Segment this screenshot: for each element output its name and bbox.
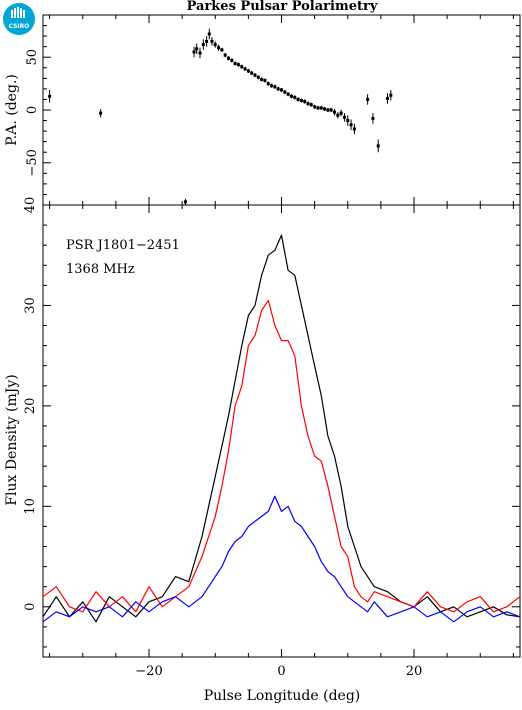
- psr-name-annotation: PSR J1801−2451: [66, 238, 180, 253]
- pa-point: [349, 119, 353, 131]
- csiro-logo-text: CSIRO: [9, 23, 30, 30]
- pa-point: [389, 89, 393, 101]
- pa-point: [346, 115, 350, 126]
- pa-point: [273, 84, 277, 89]
- flux-series-line-1: [42, 299, 521, 613]
- pa-point: [376, 139, 380, 153]
- pa-point: [286, 92, 290, 97]
- flux-series: [42, 234, 521, 623]
- flux-ytick-label: 40: [23, 197, 38, 214]
- pa-point: [306, 101, 310, 106]
- pa-point: [263, 78, 267, 83]
- pa-point: [316, 105, 320, 110]
- pa-point: [233, 61, 237, 66]
- flux-series-line-0: [42, 234, 521, 623]
- pa-point: [220, 47, 224, 52]
- pa-ytick-label: −50: [25, 149, 40, 176]
- pa-data-points: [48, 28, 393, 205]
- flux-axis-ticks: 0 10 20 30 40 −20 0 20: [23, 197, 520, 679]
- pa-point: [230, 58, 234, 63]
- flux-xtick-label: −20: [135, 664, 162, 679]
- pa-point: [256, 75, 260, 80]
- pa-point: [339, 110, 343, 117]
- pa-point: [323, 106, 327, 112]
- pa-point: [299, 98, 303, 103]
- flux-xtick-label: 0: [277, 664, 285, 679]
- flux-xtick-label: 20: [406, 664, 423, 679]
- pa-point: [250, 70, 254, 76]
- pa-point: [266, 81, 270, 86]
- pa-point: [213, 41, 217, 48]
- pa-point: [48, 89, 52, 103]
- pa-ylabel: P.A. (deg.): [4, 74, 20, 146]
- pa-point: [336, 112, 340, 119]
- pa-point: [192, 46, 196, 58]
- pa-point: [253, 73, 257, 78]
- pa-point: [243, 66, 247, 71]
- pa-ytick-label: 0: [25, 106, 40, 114]
- flux-ytick-label: 30: [23, 297, 38, 314]
- pa-point: [342, 113, 346, 122]
- pa-point: [201, 39, 205, 50]
- pa-point: [333, 108, 336, 116]
- pa-point: [283, 89, 287, 95]
- flux-ytick-label: 0: [23, 603, 38, 611]
- frequency-annotation: 1368 MHz: [66, 262, 135, 277]
- pa-point: [195, 43, 199, 55]
- pa-point: [303, 99, 307, 104]
- pa-point: [223, 53, 227, 58]
- pa-point: [183, 198, 187, 205]
- pa-point: [386, 93, 389, 104]
- pa-point: [326, 107, 330, 113]
- pa-panel: −50 0 50 P.A. (deg.): [4, 14, 521, 206]
- pa-point: [313, 104, 317, 109]
- pa-point: [329, 107, 333, 113]
- pa-panel-frame: [42, 14, 521, 206]
- pa-point: [207, 28, 211, 40]
- pa-point: [293, 95, 297, 100]
- pa-point: [270, 83, 274, 88]
- pa-point: [205, 36, 209, 47]
- pa-point: [352, 123, 356, 135]
- pa-point: [371, 113, 375, 124]
- pa-point: [319, 105, 323, 110]
- pa-point: [240, 64, 244, 69]
- chart-title: Parkes Pulsar Polarimetry: [187, 0, 378, 14]
- pa-point: [366, 94, 370, 105]
- flux-xlabel: Pulse Longitude (deg): [204, 688, 361, 704]
- pa-point: [276, 86, 280, 91]
- pa-point: [309, 102, 313, 107]
- pa-point: [296, 97, 300, 102]
- pa-point: [280, 87, 283, 93]
- pa-point: [246, 68, 250, 74]
- pa-point: [217, 44, 221, 51]
- pa-point: [227, 56, 230, 61]
- pa-point: [198, 47, 202, 59]
- pa-point: [289, 94, 293, 99]
- pa-axis-ticks: −50 0 50: [25, 15, 520, 205]
- csiro-logo: CSIRO: [3, 3, 35, 35]
- flux-ylabel: Flux Density (mJy): [4, 374, 20, 505]
- flux-ytick-label: 10: [23, 498, 38, 515]
- pa-point: [260, 77, 264, 82]
- flux-series-line-2: [42, 495, 521, 623]
- csiro-logo-bars-icon: [11, 7, 25, 18]
- flux-ytick-label: 20: [23, 398, 38, 415]
- pa-point: [210, 37, 214, 46]
- pa-ytick-label: 50: [25, 49, 40, 66]
- pa-point: [236, 62, 240, 67]
- pa-point: [99, 108, 103, 118]
